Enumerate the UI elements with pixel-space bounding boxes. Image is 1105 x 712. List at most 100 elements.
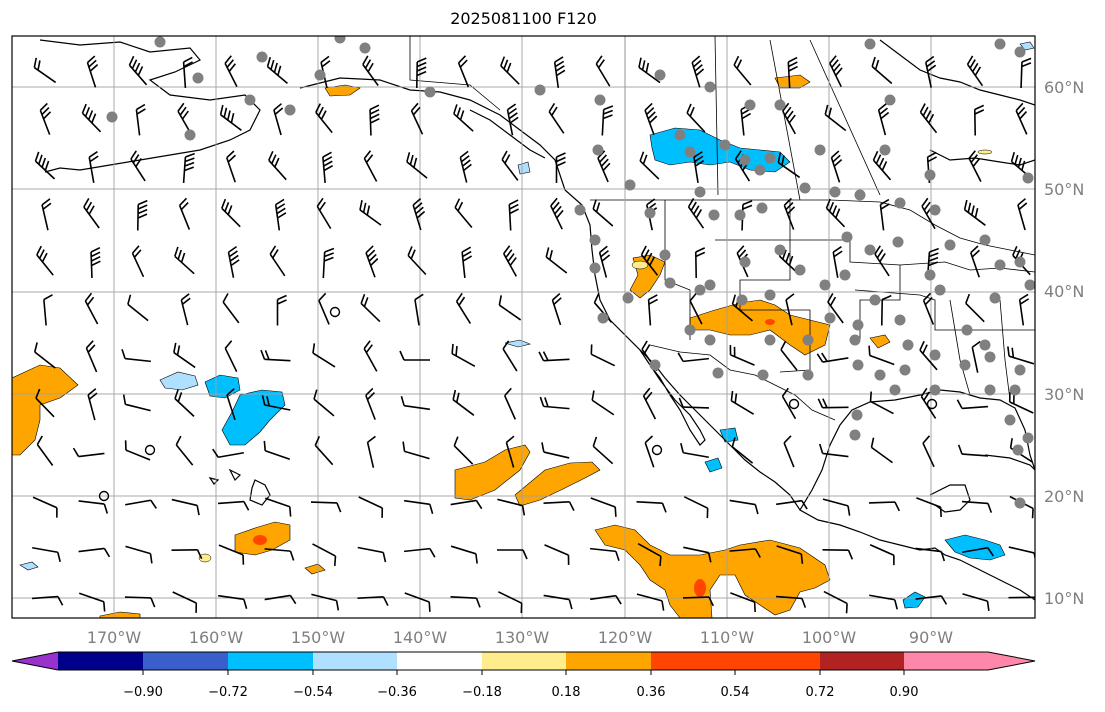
- wind-barb: [453, 104, 474, 132]
- wind-barb: [590, 497, 617, 517]
- wind-barb: [362, 55, 379, 86]
- station-dot: [1024, 279, 1035, 291]
- station-dot: [879, 144, 891, 156]
- wind-barb: [130, 150, 146, 182]
- wind-barb: [1020, 57, 1032, 89]
- station-dot: [284, 104, 296, 116]
- wind-barb: [505, 435, 515, 468]
- wind-barb: [127, 294, 149, 322]
- wind-barb: [868, 345, 895, 366]
- coast-hudson: [879, 39, 1035, 106]
- station-dot: [764, 334, 776, 346]
- wind-barb: [601, 105, 614, 136]
- wind-barb: [41, 198, 52, 231]
- wind-barb: [508, 199, 519, 231]
- lat-label: 10°N: [1044, 589, 1084, 608]
- wind-barb: [174, 246, 195, 275]
- wind-barb: [363, 340, 378, 372]
- negative-field-areas: [204, 127, 1006, 609]
- wind-barb: [968, 150, 982, 182]
- wind-barb: [172, 591, 198, 613]
- map-frame: [11, 35, 1036, 619]
- wind-barb: [877, 103, 890, 136]
- wind-barb: [497, 591, 523, 614]
- wind-barb: [264, 497, 292, 517]
- colorbar-segment: [566, 652, 651, 670]
- colorbar-tick-label: 0.90: [890, 685, 919, 700]
- lon-label: 160°W: [189, 628, 244, 647]
- wind-barb: [136, 199, 148, 231]
- wind-barb: [689, 292, 703, 325]
- station-dot: [929, 384, 941, 396]
- wind-barb: [962, 593, 990, 611]
- station-dot: [154, 36, 166, 48]
- wind-barb: [636, 593, 665, 611]
- station-dot: [849, 429, 861, 441]
- wind-barb: [314, 436, 334, 466]
- station-dot: [794, 264, 806, 276]
- lon-label: 90°W: [909, 628, 953, 647]
- wind-barb: [33, 57, 57, 84]
- wind-barb: [922, 435, 935, 468]
- station-dot: [814, 144, 826, 156]
- wind-barb: [450, 499, 483, 510]
- calm-circle: [144, 444, 156, 456]
- wind-barb: [363, 150, 378, 182]
- shade-yellow-2: [631, 260, 649, 270]
- wind-barb: [637, 542, 662, 567]
- wind-barb: [880, 294, 892, 326]
- wind-barb: [691, 55, 705, 88]
- station-dot: [712, 367, 724, 379]
- wind-barb: [85, 340, 98, 373]
- wind-barb: [453, 436, 474, 465]
- colorbar-tick-label: 0.72: [806, 685, 835, 700]
- wind-barb: [785, 293, 795, 326]
- station-dot: [959, 359, 971, 371]
- wind-barb: [452, 389, 475, 416]
- wind-barb: [550, 197, 564, 230]
- wind-barb: [644, 435, 655, 468]
- wind-barb: [86, 55, 99, 88]
- colorbar-segment: [482, 652, 566, 670]
- wind-barb: [733, 55, 752, 86]
- wind-barb: [592, 436, 614, 465]
- shade-red-2: [694, 579, 706, 597]
- wind-barb: [683, 546, 712, 563]
- border-us-canada: [590, 199, 1035, 256]
- shade-orange-4: [594, 524, 831, 618]
- wind-barb: [273, 103, 284, 136]
- wind-barb: [731, 437, 754, 464]
- wind-barb: [218, 544, 245, 565]
- wind-barb: [687, 197, 705, 229]
- station-dot: [684, 146, 696, 158]
- station-dot: [994, 259, 1006, 271]
- graticule: [12, 36, 1035, 618]
- wind-barb: [589, 547, 620, 561]
- coast-yucatan: [929, 484, 971, 513]
- latitude-labels: 60°N 50°N 40°N 30°N 20°N 10°N: [1044, 78, 1084, 608]
- station-dot: [314, 69, 326, 81]
- wind-barb: [124, 440, 151, 461]
- wind-barb: [36, 435, 54, 466]
- lon-label: 150°W: [291, 628, 346, 647]
- border-states-7: [949, 299, 971, 396]
- calm-circle: [788, 398, 800, 410]
- wind-barb: [182, 56, 193, 89]
- station-dot: [736, 294, 748, 306]
- shade-yellow-1: [198, 553, 212, 563]
- wind-barb: [729, 548, 761, 558]
- wind-barb: [777, 152, 801, 179]
- wind-barb: [1018, 293, 1030, 326]
- wind-barb: [226, 150, 236, 183]
- wind-barb: [34, 151, 56, 180]
- wind-barb: [316, 197, 332, 230]
- station-dot: [929, 204, 941, 216]
- borders: [409, 36, 1035, 421]
- wind-barb: [922, 292, 935, 325]
- station-dot: [924, 269, 936, 281]
- wind-barb: [450, 596, 481, 608]
- wind-barb: [131, 245, 145, 278]
- station-dot: [979, 339, 991, 351]
- colorbar-extend-high: [904, 652, 1035, 670]
- colorbar-tick-label: 0.36: [637, 685, 666, 700]
